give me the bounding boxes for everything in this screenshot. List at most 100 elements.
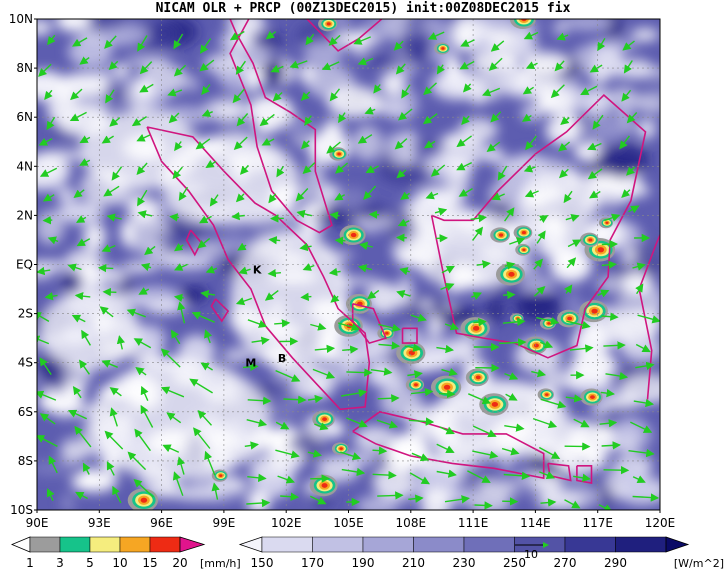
wind-arrow (137, 35, 148, 52)
wind-arrow (178, 186, 189, 201)
wind-arrow (37, 311, 50, 323)
wind-arrow (589, 190, 601, 199)
precip-patch (140, 497, 148, 503)
wind-arrow (540, 498, 557, 507)
cloud-blob (80, 110, 200, 190)
colorbar-tick-label: 3 (56, 556, 64, 570)
precip-patch (605, 221, 609, 224)
wind-arrow (408, 494, 424, 503)
wind-arrow (564, 499, 581, 509)
cloud-blob (361, 19, 390, 38)
wind-arrow (300, 91, 311, 101)
place-label: B (278, 352, 286, 365)
wind-arrow (47, 236, 59, 245)
cloud-blob (553, 484, 601, 509)
wind-arrow (235, 297, 253, 306)
wind-arrow (573, 418, 590, 428)
wind-arrow (321, 61, 340, 71)
wind-arrow (204, 329, 212, 344)
cloud-blob (153, 231, 180, 243)
cloud-blob (589, 324, 637, 346)
wind-arrow (272, 91, 283, 102)
wind-arrow (177, 301, 186, 324)
wind-arrow (189, 378, 213, 394)
precip-patch (475, 375, 481, 380)
wind-arrow (592, 114, 604, 130)
wind-arrow (109, 387, 122, 397)
wind-arrow (235, 60, 246, 75)
wind-arrow (201, 84, 211, 95)
wind-arrow (44, 89, 53, 100)
wind-arrow (75, 491, 88, 500)
wind-arrow (304, 115, 313, 126)
cloud-blob (482, 147, 505, 163)
wind-arrow (490, 40, 505, 52)
precip-patch (326, 22, 331, 26)
wind-arrow (289, 60, 308, 69)
wind-arrow (601, 260, 617, 269)
wind-arrow (397, 218, 410, 227)
wind-arrow (137, 210, 153, 219)
latitude-label: 8S (18, 454, 33, 468)
wind-arrow (482, 87, 501, 97)
wind-arrow (162, 444, 180, 453)
latitude-label: 4N (16, 159, 33, 173)
cloud-blob (57, 201, 105, 224)
wind-arrow (328, 34, 341, 46)
colorbar-tick-label: 5 (86, 556, 94, 570)
wind-arrow (603, 465, 630, 475)
wind-arrow (424, 140, 436, 149)
wind-arrow (338, 112, 347, 124)
wind-arrow (131, 116, 147, 127)
wind-arrow (367, 289, 380, 300)
cloud-blob (346, 373, 362, 385)
cloud-blob (169, 486, 225, 501)
wind-arrow (103, 185, 120, 197)
wind-arrow (573, 473, 591, 482)
wind-arrow (458, 187, 473, 197)
latitude-label: 6S (18, 405, 33, 419)
wind-arrow (295, 188, 309, 202)
cloud-blob (40, 290, 140, 370)
wind-arrow (247, 319, 268, 328)
wind-arrow (67, 263, 82, 272)
wind-arrow (461, 115, 470, 126)
place-labels: K M B (245, 263, 286, 369)
wind-arrow (467, 470, 491, 483)
wind-arrow (244, 441, 259, 450)
cloud-blob (473, 35, 493, 54)
wind-arrow (276, 166, 285, 178)
cloud-blob (304, 171, 326, 186)
wind-arrow (565, 394, 583, 403)
wind-arrow (522, 86, 534, 95)
longitude-label: 99E (212, 516, 235, 530)
wind-arrow (330, 294, 340, 303)
wind-arrow (307, 449, 322, 458)
wind-arrow (488, 57, 503, 71)
wind-arrow (38, 137, 53, 146)
wind-arrow (504, 207, 515, 222)
wind-arrow (632, 493, 660, 502)
wind-arrow (104, 35, 117, 49)
wind-arrow (533, 258, 544, 270)
cloud-blob (417, 298, 434, 310)
cloud-blob (559, 19, 615, 31)
wind-arrow (239, 164, 249, 175)
wind-arrow (169, 213, 180, 222)
wind-arrow (310, 322, 327, 331)
wind-arrow (471, 292, 482, 300)
cloud-blob (620, 373, 660, 405)
cloud-blob (37, 210, 65, 245)
wind-arrow (133, 338, 152, 349)
wind-arrow (563, 190, 573, 204)
longitude-labels: 90E 93E 96E 99E 102E 105E 108E 111E 114E 117E 120E (26, 510, 675, 530)
wind-arrow (531, 369, 547, 378)
cloud-blob (114, 63, 129, 76)
wind-arrow (251, 336, 270, 345)
wind-arrow (474, 501, 493, 510)
cloud-blob (363, 56, 409, 66)
cloud-blob (179, 286, 209, 303)
precip-patch (508, 271, 515, 277)
cloud-blob (65, 248, 104, 273)
wind-arrow (139, 61, 153, 75)
